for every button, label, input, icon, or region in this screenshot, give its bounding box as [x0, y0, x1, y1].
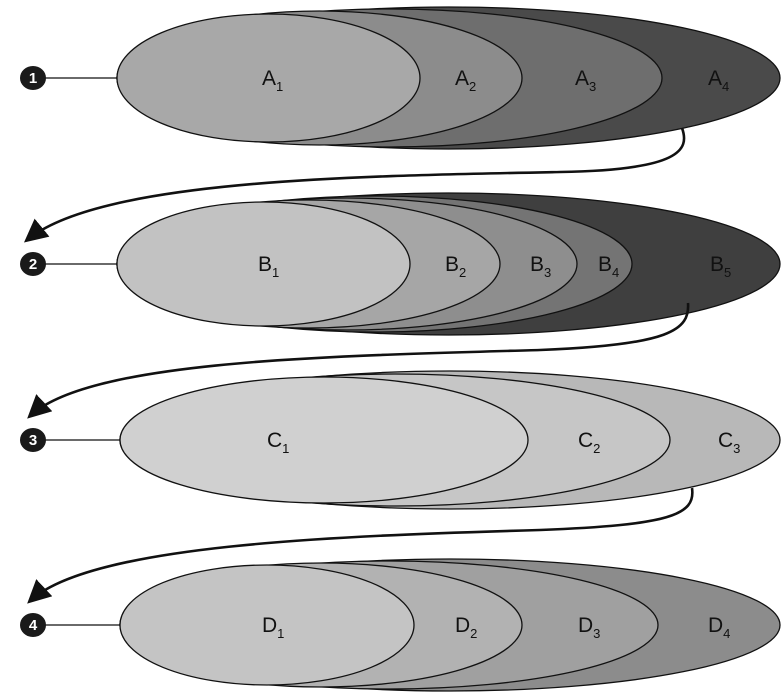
label-c3: C3 [718, 429, 740, 456]
transition-arrow-2 [27, 302, 690, 419]
stage-number-label: 2 [29, 256, 37, 273]
stage-number-label: 1 [29, 70, 37, 87]
label-a2: A2 [455, 67, 476, 94]
ellipse-d1 [119, 564, 415, 686]
stage-4: D1 D2 D3 D4 4 [20, 558, 781, 692]
label-b5: B5 [710, 253, 731, 280]
label-a4: A4 [708, 67, 729, 94]
label-d3: D3 [578, 614, 600, 641]
transition-arrow-1 [23, 127, 686, 243]
label-b4: B4 [598, 253, 619, 280]
label-d1: D1 [262, 614, 284, 641]
label-b1: B1 [258, 253, 279, 280]
stage-3: C1 C2 C3 3 [20, 370, 781, 510]
label-c2: C2 [578, 429, 600, 456]
label-b3: B3 [530, 253, 551, 280]
ellipse-c1 [119, 376, 529, 504]
ellipse-a1 [116, 13, 421, 143]
label-c1: C1 [267, 429, 289, 456]
stage-number-marker [20, 428, 46, 452]
label-a3: A3 [575, 67, 596, 94]
stage-number-label: 4 [29, 617, 38, 634]
label-b2: B2 [445, 253, 466, 280]
stage-number-marker [20, 613, 46, 637]
label-d2: D2 [455, 614, 477, 641]
transition-arrow-3 [27, 487, 694, 604]
label-d4: D4 [708, 614, 730, 641]
label-a1: A1 [262, 67, 283, 94]
stage-number-marker [20, 252, 46, 276]
stage-number-label: 3 [29, 432, 37, 449]
stage-1: A1 A2 A3 A4 1 [20, 6, 781, 150]
stage-2: B1 B2 B3 B4 B5 2 [20, 192, 781, 336]
ellipse-b1 [116, 201, 411, 327]
stage-number-marker [20, 66, 46, 90]
